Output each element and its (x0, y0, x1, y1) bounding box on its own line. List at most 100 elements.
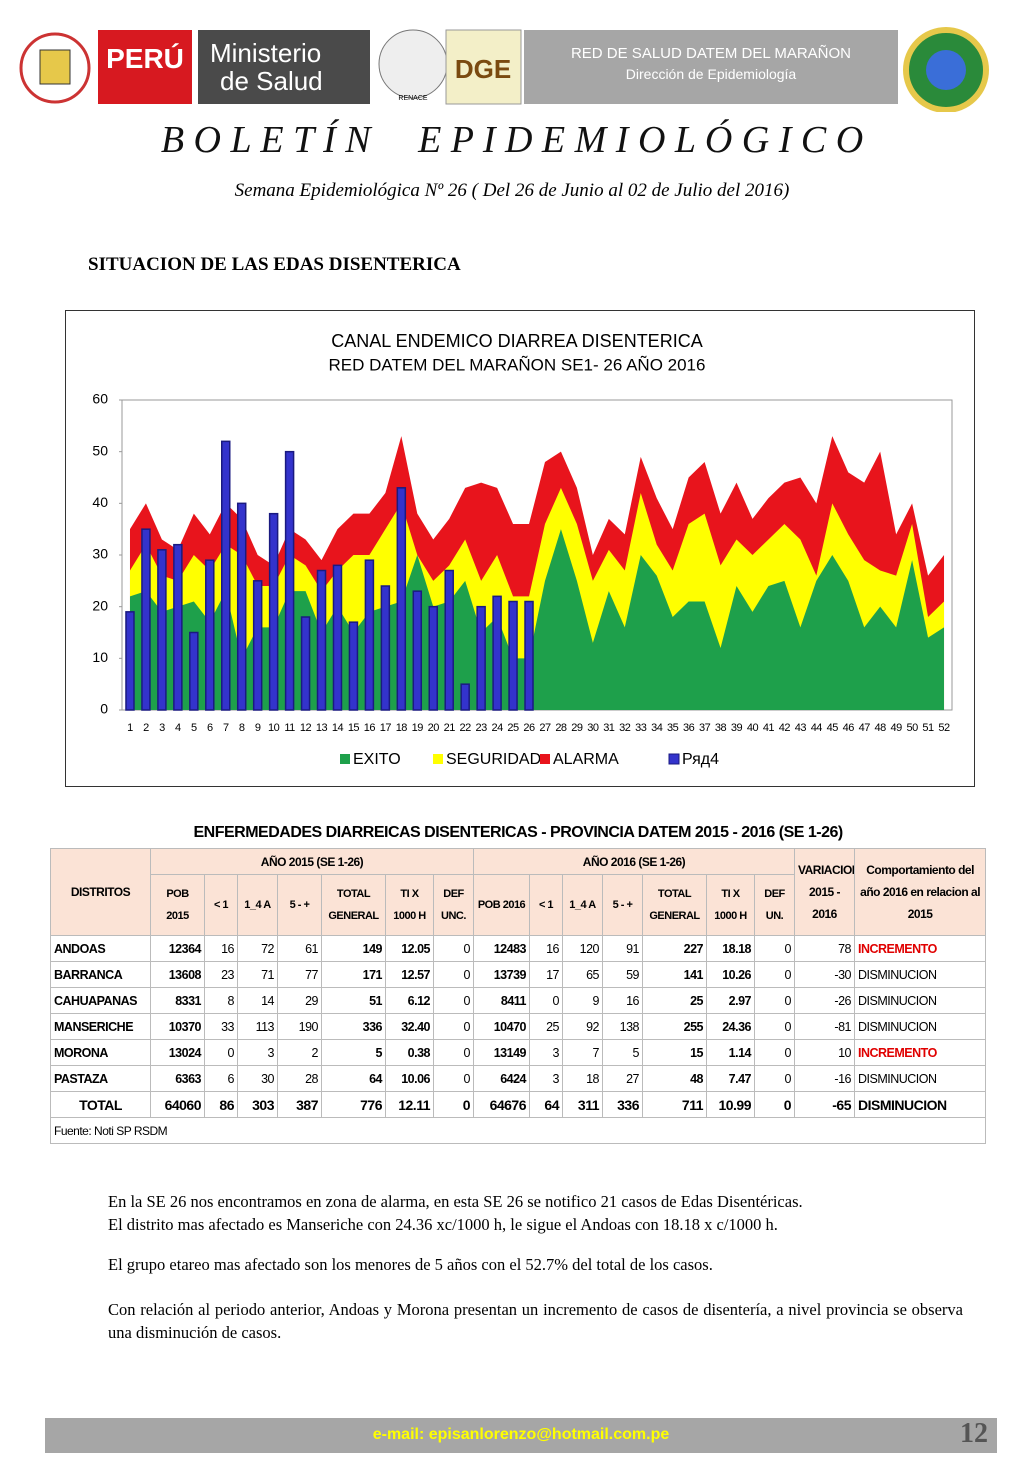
bar (157, 549, 167, 711)
bar (252, 580, 263, 711)
y-tick-label: 10 (92, 649, 108, 665)
table-cell: 5 (602, 1039, 643, 1066)
x-tick-label: 39 (731, 722, 743, 734)
x-tick-label: 9 (255, 722, 261, 734)
x-tick-label: 13 (316, 722, 328, 734)
table-cell: 12364 (150, 935, 205, 962)
x-tick-label: 49 (891, 722, 903, 734)
table-cell: 0 (433, 1065, 474, 1092)
table-cell: 18 (562, 1065, 603, 1092)
table-cell: 28 (277, 1065, 322, 1092)
header-row: DISTRITOS AÑO 2015 (SE 1-26) AÑO 2016 (SE … (50, 848, 987, 936)
header-cell: 1_4 A (237, 874, 278, 936)
header-cell: AÑO 2016 (SE 1-26) (473, 848, 795, 875)
table-cell: -26 (794, 987, 855, 1014)
table-cell: 91 (602, 935, 643, 962)
legend-label: SEGURIDAD (446, 751, 541, 768)
banner-text: Dirección de Epidemiología (626, 66, 797, 82)
table-cell: 51 (321, 987, 386, 1014)
table-cell: 64676 (473, 1091, 530, 1118)
bar (189, 631, 199, 711)
source-cell: Fuente: Noti SP RSDM (49, 1117, 987, 1144)
table-cell: 10.06 (385, 1065, 434, 1092)
bar (460, 683, 470, 711)
bar (444, 569, 454, 711)
red-logo-center (926, 50, 966, 90)
bar (173, 543, 183, 711)
legend-swatch (668, 753, 680, 765)
table-cell: 8 (204, 987, 238, 1014)
table-cell: 8411 (473, 987, 530, 1014)
x-tick-label: 21 (444, 722, 456, 734)
table-cell: 10.26 (706, 961, 755, 988)
table-cell: 190 (277, 1013, 322, 1040)
header-cell: POB 2016 (473, 874, 530, 936)
x-tick-label: 35 (667, 722, 679, 734)
table-cell: 13608 (150, 961, 205, 988)
x-tick-label: 47 (859, 722, 871, 734)
table-cell: 13024 (150, 1039, 205, 1066)
bar (332, 564, 343, 711)
x-tick-label: 44 (811, 722, 823, 734)
x-tick-label: 26 (523, 722, 535, 734)
legend-label: EXITO (353, 751, 401, 768)
table-cell: 227 (642, 935, 707, 962)
chart: CANAL ENDEMICO DIARREA DISENTERICA RED D… (65, 310, 975, 787)
table-cell: 72 (237, 935, 278, 962)
x-tick-label: 10 (268, 722, 280, 734)
table-cell: 64060 (150, 1091, 205, 1118)
table-cell: -16 (794, 1065, 855, 1092)
bar (396, 487, 407, 711)
x-tick-label: 8 (239, 722, 245, 734)
bar (364, 559, 375, 711)
table-cell: 12483 (473, 935, 530, 962)
x-tick-label: 40 (747, 722, 759, 734)
table-cell: 0.38 (385, 1039, 434, 1066)
table-cell: 776 (321, 1091, 386, 1118)
bar (348, 621, 359, 711)
header-logos: PERÚ Ministerio de Salud RENACE DGE RED … (19, 27, 989, 112)
x-tick-label: 2 (143, 722, 149, 734)
table-cell: 255 (642, 1013, 707, 1040)
table-cell: 59 (602, 961, 643, 988)
table-cell: 0 (433, 987, 474, 1014)
table-cell: DISMINUCION (853, 1091, 987, 1118)
table-cell: 336 (321, 1013, 386, 1040)
bar (428, 605, 438, 711)
text-block: En la SE 26 nos encontramos en zona de a… (108, 1190, 963, 1344)
paragraph: El grupo etareo mas afectado son los men… (108, 1255, 713, 1274)
table-cell: 0 (754, 987, 795, 1014)
header-cell: DISTRITOS (50, 848, 151, 936)
peru-logo (98, 30, 192, 104)
header-cell: VARIACION 2015 - 2016 (794, 848, 855, 936)
table-cell: 6424 (473, 1065, 530, 1092)
x-tick-label: 27 (539, 722, 551, 734)
x-tick-label: 31 (603, 722, 615, 734)
table-cell: 3 (529, 1065, 563, 1092)
table-cell: TOTAL (50, 1091, 151, 1118)
x-tick-label: 51 (922, 722, 934, 734)
table-cell: INCREMENTO (853, 935, 987, 962)
table-cell: INCREMENTO (853, 1039, 987, 1066)
data-row: BARRANCA 13608 23 71 77 171 12.57 0 13739 17 65 59 1… (50, 961, 987, 988)
footer-bar (45, 1418, 997, 1453)
table-cell: 27 (602, 1065, 643, 1092)
table-cell: 1.14 (706, 1039, 755, 1066)
table-cell: 0 (754, 1065, 795, 1092)
table-cell: 3 (529, 1039, 563, 1066)
source-row: Fuente: Noti SP RSDM (49, 1117, 987, 1144)
paragraph: El distrito mas afectado es Manseriche c… (108, 1215, 778, 1234)
renace-text: RENACE (398, 95, 428, 102)
banner-text: RED DE SALUD DATEM DEL MARAÑON (571, 45, 851, 62)
chart-subtitle: RED DATEM DEL MARAÑON SE1- 26 AÑO 2016 (329, 355, 706, 374)
table-cell: 13739 (473, 961, 530, 988)
table-cell: 0 (754, 1013, 795, 1040)
table-cell: 17 (529, 961, 563, 988)
data-row: MANSERICHE 10370 33 113 190 336 32.40 0 10470 25 9… (50, 1013, 987, 1040)
bar (380, 585, 391, 711)
table-cell: 30 (237, 1065, 278, 1092)
data-table: ENFERMEDADES DIARREICAS DISENTERICAS - P… (49, 818, 987, 1144)
table-cell: DISMINUCION (853, 1013, 987, 1040)
data-row: CAHUAPANAS 8331 8 14 29 51 6.12 0 8411 0 9 16 25 2.97… (50, 987, 987, 1014)
